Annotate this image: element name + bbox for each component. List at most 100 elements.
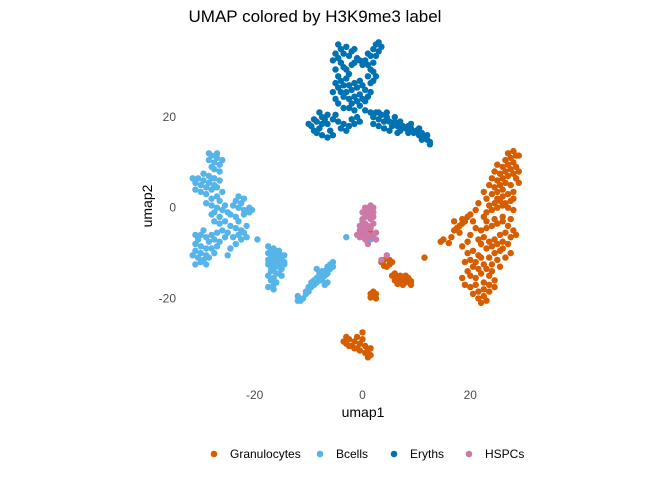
- point-granulocytes: [467, 283, 474, 291]
- point-bcells: [192, 186, 199, 193]
- point-granulocytes: [461, 281, 469, 288]
- point-bcells: [318, 268, 326, 275]
- point-bcells: [208, 211, 215, 218]
- point-granulocytes: [483, 265, 490, 273]
- point-granulocytes: [475, 200, 482, 207]
- point-bcells: [221, 202, 229, 209]
- point-eryths: [359, 95, 366, 103]
- point-bcells: [221, 218, 229, 225]
- y-tick-label: -20: [159, 291, 177, 305]
- point-granulocytes: [494, 195, 501, 202]
- point-granulocytes: [461, 258, 469, 266]
- point-granulocytes: [440, 236, 447, 243]
- point-granulocytes: [502, 229, 509, 236]
- x-tick-label: 0: [359, 388, 366, 402]
- point-eryths: [362, 86, 369, 94]
- point-granulocytes: [510, 147, 517, 155]
- point-bcells: [192, 231, 199, 239]
- point-eryths: [391, 113, 398, 121]
- point-hspcs: [383, 252, 390, 259]
- point-eryths: [343, 88, 350, 96]
- point-granulocytes: [488, 222, 496, 230]
- point-granulocytes: [464, 238, 471, 245]
- point-bcells: [324, 279, 331, 286]
- point-granulocytes: [367, 294, 374, 301]
- legend-label-hspcs: HSPCs: [485, 447, 524, 461]
- point-granulocytes: [486, 281, 493, 288]
- point-eryths: [356, 102, 363, 109]
- point-eryths: [415, 125, 423, 132]
- point-granulocytes: [480, 188, 487, 196]
- point-granulocytes: [504, 150, 512, 157]
- x-axis-ticks: -20 0 20: [246, 388, 477, 402]
- point-granulocytes: [343, 333, 350, 341]
- point-eryths: [418, 136, 425, 143]
- point-eryths: [394, 129, 401, 137]
- point-granulocytes: [367, 345, 374, 352]
- point-granulocytes: [496, 170, 504, 177]
- legend-item-eryths: Eryths: [390, 447, 444, 461]
- point-hspcs: [370, 220, 377, 227]
- point-granulocytes: [494, 256, 501, 264]
- point-bcells: [200, 170, 207, 177]
- point-bcells: [270, 286, 277, 293]
- point-granulocytes: [407, 281, 415, 288]
- point-eryths: [340, 50, 347, 57]
- point-granulocytes: [488, 261, 496, 268]
- point-bcells: [302, 288, 310, 295]
- point-granulocytes: [491, 283, 498, 291]
- point-bcells: [200, 177, 207, 184]
- point-granulocytes: [483, 224, 490, 232]
- point-bcells: [203, 190, 210, 198]
- point-granulocytes: [504, 222, 512, 230]
- point-eryths: [343, 43, 350, 50]
- point-eryths: [362, 107, 369, 114]
- point-bcells: [205, 254, 213, 261]
- point-bcells: [216, 168, 223, 175]
- point-eryths: [348, 86, 355, 94]
- point-bcells: [197, 243, 204, 250]
- point-bcells: [254, 236, 261, 243]
- point-bcells: [216, 197, 223, 205]
- point-granulocytes: [499, 245, 506, 252]
- point-bcells: [211, 236, 218, 243]
- chart-title: UMAP colored by H3K9me3 label: [189, 7, 442, 26]
- point-granulocytes: [510, 188, 517, 196]
- point-granulocytes: [515, 152, 522, 159]
- y-axis-label: umap2: [139, 184, 155, 227]
- point-granulocytes: [353, 333, 361, 341]
- point-eryths: [332, 111, 339, 119]
- point-granulocytes: [397, 272, 404, 279]
- x-axis-label: umap1: [342, 404, 385, 420]
- point-eryths: [364, 50, 372, 57]
- point-granulocytes: [459, 243, 466, 250]
- legend-key-hspcs: [465, 450, 473, 458]
- point-granulocytes: [475, 288, 482, 295]
- point-granulocytes: [491, 184, 498, 191]
- point-granulocytes: [477, 299, 485, 307]
- point-eryths: [424, 132, 431, 139]
- point-eryths: [370, 120, 377, 128]
- point-eryths: [332, 50, 339, 57]
- point-granulocytes: [448, 234, 455, 241]
- point-eryths: [351, 45, 358, 53]
- point-granulocytes: [512, 231, 520, 239]
- series-hspcs: [353, 202, 390, 264]
- point-granulocytes: [445, 239, 452, 247]
- point-granulocytes: [496, 263, 504, 270]
- point-hspcs: [372, 236, 380, 243]
- point-bcells: [216, 213, 223, 220]
- point-bcells: [213, 154, 221, 162]
- point-bcells: [208, 163, 215, 171]
- point-bcells: [197, 188, 204, 196]
- point-granulocytes: [499, 238, 506, 245]
- point-bcells: [270, 281, 277, 288]
- point-eryths: [386, 127, 393, 134]
- point-granulocytes: [359, 336, 366, 343]
- point-granulocytes: [391, 270, 398, 277]
- point-granulocytes: [486, 254, 493, 261]
- point-granulocytes: [351, 345, 358, 352]
- point-granulocytes: [469, 247, 477, 254]
- point-granulocytes: [467, 211, 474, 218]
